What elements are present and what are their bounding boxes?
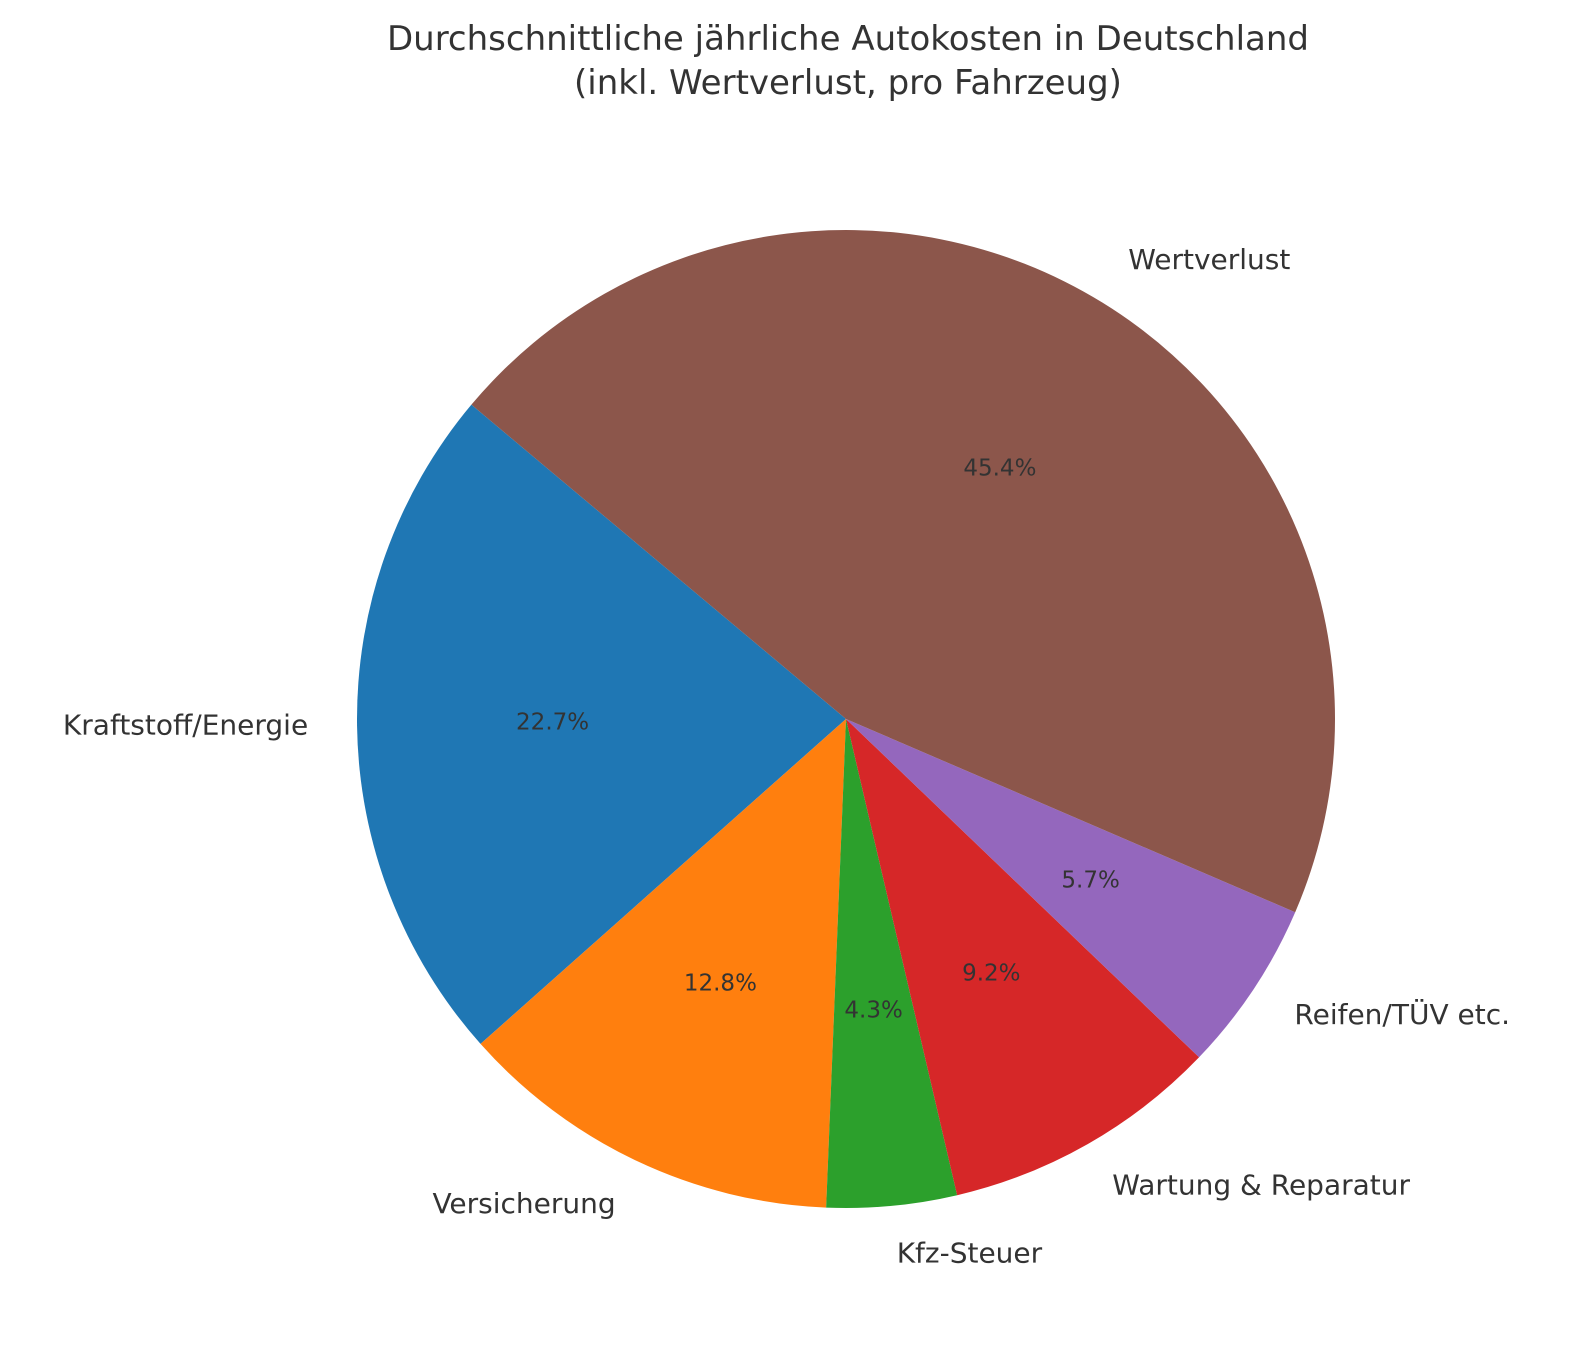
- slice-label-versicherung: Versicherung: [432, 1187, 615, 1220]
- pie-slices: [356, 229, 1336, 1209]
- chart-title-line-1: Durchschnittliche jährliche Autokosten i…: [387, 19, 1309, 59]
- chart-title-line-2: (inkl. Wertverlust, pro Fahrzeug): [574, 63, 1122, 103]
- pie-slice-kraftstoff-energie: [356, 404, 846, 1044]
- percent-label-kraftstoff-energie: 22.7%: [516, 710, 589, 736]
- percent-label-wartung-reparatur: 9.2%: [962, 960, 1020, 986]
- pie-slice-wartung-reparatur: [846, 719, 1200, 1196]
- slice-label-wartung-reparatur: Wartung & Reparatur: [1112, 1168, 1410, 1201]
- chart-title: Durchschnittliche jährliche Autokosten i…: [387, 19, 1309, 103]
- pie-slice-versicherung: [480, 719, 846, 1208]
- slice-label-wertverlust: Wertverlust: [1128, 243, 1290, 276]
- slice-label-reifen-t-v-etc: Reifen/TÜV etc.: [1294, 997, 1510, 1031]
- slice-label-kraftstoff-energie: Kraftstoff/Energie: [63, 709, 308, 742]
- percent-label-wertverlust: 45.4%: [963, 456, 1036, 482]
- slice-label-kfz-steuer: Kfz-Steuer: [897, 1237, 1043, 1270]
- pie-labels: Kraftstoff/Energie 22.7% Versicherung 12.8%…: [63, 243, 1510, 1270]
- percent-label-reifen-t-v-etc: 5.7%: [1061, 868, 1119, 894]
- pie-slice-reifen-t-v-etc: [846, 719, 1296, 1058]
- percent-label-kfz-steuer: 4.3%: [844, 998, 902, 1024]
- percent-label-versicherung: 12.8%: [684, 971, 757, 997]
- pie-slice-wertverlust: [471, 229, 1336, 913]
- pie-slice-kfz-steuer: [826, 719, 958, 1209]
